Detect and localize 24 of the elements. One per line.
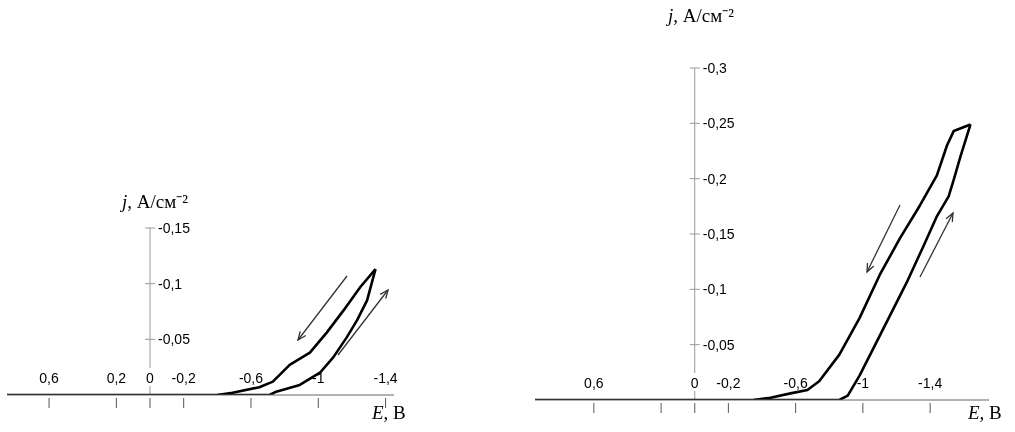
x-tick-label: -1 (856, 375, 870, 391)
y-axis-title: j, А/см⁻² (122, 190, 188, 214)
y-tick-label: -0,05 (158, 331, 191, 348)
y-tick-label: -0,3 (702, 60, 728, 76)
x-tick-label: -1 (312, 370, 325, 386)
x-tick-label: 0 (690, 375, 699, 391)
y-axis-title: j, А/см⁻² (668, 4, 734, 28)
x-tick-label: -0,6 (783, 375, 808, 391)
x-tick-label: 0,2 (106, 370, 127, 386)
x-tick-label: -1,4 (918, 375, 943, 391)
y-tick-label: -0,05 (702, 336, 735, 353)
x-tick-label: -0,6 (238, 370, 264, 386)
y-tick-label: -0,1 (702, 281, 728, 298)
y-tick-label: -0,1 (158, 275, 183, 292)
x-tick-label: 0 (146, 370, 155, 386)
x-tick-label: 0,6 (584, 375, 604, 391)
y-tick-label: -0,15 (702, 226, 735, 242)
x-tick-label: -1,4 (373, 370, 398, 386)
x-tick-label: 0,6 (39, 370, 60, 386)
y-tick-label: -0,2 (702, 170, 728, 187)
x-axis-title: E, В (968, 402, 1002, 424)
y-tick-label: -0,25 (702, 115, 735, 132)
x-axis-title: E, В (372, 402, 406, 424)
y-tick-label: -0,15 (158, 220, 191, 236)
